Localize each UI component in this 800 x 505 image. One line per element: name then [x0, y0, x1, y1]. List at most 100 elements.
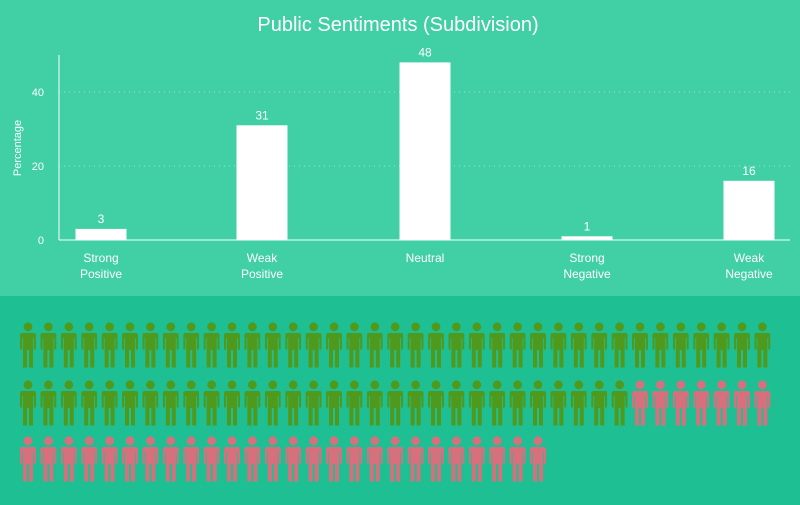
person-icon	[530, 436, 546, 482]
x-tick-label: Neutral	[406, 251, 445, 265]
person-icon	[20, 436, 36, 482]
data-labels: 3 31 48 1 16	[98, 45, 756, 233]
x-tick-label: Strong Positive	[80, 251, 122, 281]
person-icon	[509, 380, 526, 426]
person-icon	[693, 322, 710, 368]
person-icon	[713, 322, 730, 368]
person-icon	[366, 322, 383, 368]
person-icon	[346, 380, 363, 426]
person-icon	[489, 436, 506, 482]
person-icon	[734, 380, 750, 426]
person-icon	[652, 380, 669, 426]
person-icon	[591, 322, 608, 368]
person-icon	[285, 380, 302, 426]
person-icon	[305, 380, 322, 426]
person-icon	[509, 322, 526, 368]
person-icon	[81, 380, 98, 426]
person-icon	[468, 380, 485, 426]
person-icon	[754, 380, 771, 426]
x-tick-label: Weak Negative	[725, 251, 773, 281]
person-icon	[611, 380, 628, 426]
person-icon	[183, 380, 200, 426]
sentiment-pictogram	[0, 296, 800, 500]
person-icon	[60, 322, 77, 368]
person-icon	[305, 322, 322, 368]
person-icon	[652, 322, 669, 368]
person-icon	[101, 436, 118, 482]
person-icon	[81, 436, 98, 482]
person-icon	[387, 436, 404, 482]
person-icon	[468, 322, 485, 368]
person-icon	[101, 322, 118, 368]
person-icon	[734, 322, 750, 368]
y-tick-label: 40	[32, 87, 44, 99]
person-icon	[632, 322, 648, 368]
person-icon	[428, 436, 444, 482]
person-icon	[224, 380, 240, 426]
person-icon	[428, 322, 444, 368]
person-icon	[244, 322, 261, 368]
person-icon	[40, 436, 57, 482]
person-icon	[326, 436, 342, 482]
person-icon	[489, 380, 506, 426]
person-icon	[407, 322, 424, 368]
person-icon	[224, 436, 240, 482]
person-icon	[366, 380, 383, 426]
person-icon	[244, 380, 261, 426]
person-icon	[305, 436, 322, 482]
data-label: 48	[418, 45, 432, 59]
person-icon	[326, 322, 342, 368]
data-label: 1	[584, 219, 591, 233]
person-icon	[60, 436, 77, 482]
person-icon	[203, 436, 220, 482]
person-icon	[632, 380, 648, 426]
person-icon	[162, 380, 179, 426]
person-icon	[468, 436, 485, 482]
person-icon	[591, 380, 608, 426]
person-icon	[428, 380, 444, 426]
person-icon	[122, 380, 138, 426]
chart-title: Public Sentiments (Subdivision)	[257, 14, 538, 36]
person-icon	[101, 380, 118, 426]
person-icon	[530, 322, 546, 368]
person-icon	[142, 380, 159, 426]
bar	[236, 125, 288, 240]
people-icons	[20, 322, 771, 482]
person-icon	[81, 322, 98, 368]
person-icon	[142, 322, 159, 368]
person-icon	[387, 380, 404, 426]
x-tick-label: Weak Positive	[241, 251, 283, 281]
person-icon	[203, 322, 220, 368]
person-icon	[448, 380, 465, 426]
person-icon	[672, 322, 689, 368]
person-icon	[20, 380, 36, 426]
person-icon	[346, 322, 363, 368]
person-icon	[754, 322, 771, 368]
person-icon	[40, 380, 57, 426]
person-icon	[387, 322, 404, 368]
y-tick-label: 0	[38, 235, 44, 247]
person-icon	[264, 436, 281, 482]
person-icon	[183, 436, 200, 482]
person-icon	[244, 436, 261, 482]
person-icon	[183, 322, 200, 368]
person-icon	[142, 436, 159, 482]
person-icon	[509, 436, 526, 482]
person-icon	[489, 322, 506, 368]
data-label: 3	[98, 212, 105, 226]
bar	[75, 228, 127, 240]
person-icon	[224, 322, 240, 368]
data-label: 31	[255, 108, 269, 122]
person-icon	[693, 380, 710, 426]
bars	[75, 62, 775, 241]
person-icon	[162, 322, 179, 368]
person-icon	[264, 322, 281, 368]
person-icon	[60, 380, 77, 426]
y-tick-label: 20	[32, 161, 44, 173]
people-grid	[20, 322, 771, 482]
person-icon	[672, 380, 689, 426]
person-icon	[285, 322, 302, 368]
person-icon	[203, 380, 220, 426]
bar	[399, 62, 451, 241]
person-icon	[264, 380, 281, 426]
